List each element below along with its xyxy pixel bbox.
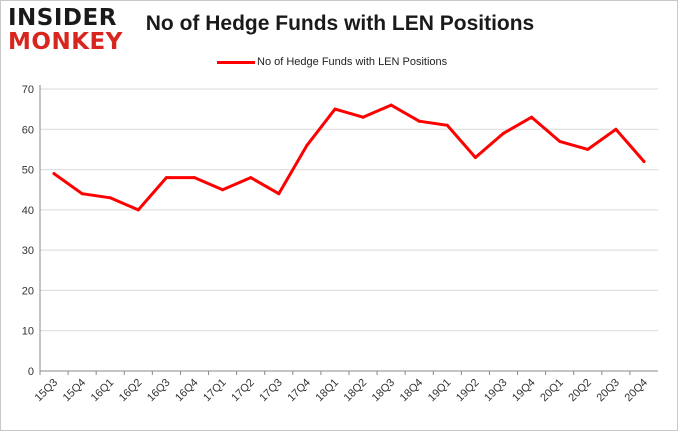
data-point-19Q3	[502, 131, 505, 135]
x-tick-label-20Q2: 20Q2	[566, 377, 594, 405]
data-point-18Q4	[417, 119, 421, 123]
data-point-20Q2	[586, 147, 590, 151]
series-line-0	[52, 103, 646, 212]
y-tick-label-50: 50	[22, 165, 34, 177]
x-tick-label-20Q4: 20Q4	[623, 377, 651, 405]
x-tick-label-17Q1: 17Q1	[201, 377, 229, 405]
y-tick-label-10: 10	[22, 326, 34, 338]
x-tick-label-17Q4: 17Q4	[285, 377, 313, 405]
x-tick-label-18Q4: 18Q4	[398, 377, 426, 405]
y-tick-label-60: 60	[22, 124, 34, 136]
x-tick-label-20Q1: 20Q1	[538, 377, 566, 405]
x-tick-label-15Q4: 15Q4	[61, 377, 89, 405]
data-point-19Q2	[473, 155, 477, 159]
x-tick-label-18Q3: 18Q3	[370, 377, 398, 405]
x-tick-label-16Q3: 16Q3	[145, 377, 173, 405]
data-point-18Q3	[389, 103, 393, 107]
data-point-16Q3	[164, 176, 168, 180]
data-point-18Q2	[361, 115, 365, 119]
data-point-15Q3	[52, 172, 56, 176]
logo-line-insider: INSIDER	[8, 5, 117, 31]
y-tick-label-20: 20	[22, 285, 34, 297]
data-point-20Q4	[642, 160, 646, 164]
data-point-16Q1	[108, 196, 112, 200]
x-tick-label-18Q2: 18Q2	[342, 377, 370, 405]
data-point-17Q4	[305, 143, 309, 147]
data-point-17Q3	[277, 192, 281, 196]
x-tick-label-15Q3: 15Q3	[33, 377, 61, 405]
x-tick-label-18Q1: 18Q1	[314, 377, 342, 405]
x-tick-label-16Q1: 16Q1	[89, 377, 117, 405]
y-tick-label-40: 40	[22, 205, 34, 217]
x-tick-label-17Q3: 17Q3	[257, 377, 285, 405]
x-tick-label-19Q4: 19Q4	[510, 377, 538, 405]
data-point-17Q1	[221, 188, 225, 192]
data-point-19Q1	[445, 123, 449, 127]
data-point-20Q1	[558, 139, 562, 143]
data-point-17Q2	[249, 176, 253, 180]
x-tick-label-20Q3: 20Q3	[594, 377, 622, 405]
x-tick-label-19Q3: 19Q3	[482, 377, 510, 405]
data-point-20Q3	[614, 127, 618, 131]
insider-monkey-logo: INSIDER MONKEY	[8, 6, 130, 56]
x-tick-label-16Q2: 16Q2	[117, 377, 145, 405]
logo-line-monkey: MONKEY	[8, 29, 123, 55]
data-point-19Q4	[530, 115, 534, 119]
x-tick-label-17Q2: 17Q2	[229, 377, 257, 405]
x-tick-label-19Q2: 19Q2	[454, 377, 482, 405]
x-tick-label-19Q1: 19Q1	[426, 377, 454, 405]
data-point-15Q4	[80, 192, 84, 196]
y-tick-label-30: 30	[22, 245, 34, 257]
y-tick-label-0: 0	[28, 366, 34, 378]
chart-title: No of Hedge Funds with LEN Positions	[145, 12, 535, 35]
legend-label: No of Hedge Funds with LEN Positions	[257, 56, 448, 68]
x-tick-label-16Q4: 16Q4	[173, 377, 201, 405]
data-point-16Q2	[136, 208, 140, 212]
legend-swatch	[217, 60, 255, 64]
data-point-16Q4	[193, 176, 196, 180]
data-point-18Q1	[333, 107, 337, 111]
legend: No of Hedge Funds with LEN Positions	[217, 55, 447, 69]
y-tick-label-70: 70	[22, 84, 34, 96]
